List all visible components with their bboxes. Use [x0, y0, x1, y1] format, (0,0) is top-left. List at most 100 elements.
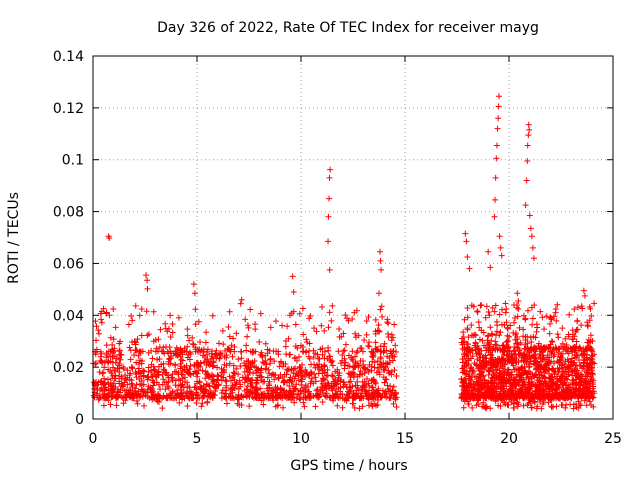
- data-point: [134, 400, 141, 407]
- data-point: [340, 330, 347, 337]
- data-point: [258, 349, 265, 356]
- data-point: [559, 325, 566, 332]
- data-point: [382, 376, 389, 383]
- data-point: [465, 372, 472, 379]
- data-point: [148, 374, 155, 381]
- data-point: [500, 399, 507, 406]
- data-point: [242, 362, 249, 369]
- data-point: [284, 366, 291, 373]
- data-point: [584, 366, 591, 373]
- data-point: [478, 379, 485, 386]
- data-point: [95, 327, 102, 334]
- data-point: [165, 325, 172, 332]
- data-point: [169, 320, 176, 327]
- data-point: [339, 404, 346, 411]
- data-point: [307, 394, 314, 401]
- data-point: [480, 399, 487, 406]
- data-point: [363, 318, 370, 325]
- data-point: [225, 324, 232, 331]
- data-point: [492, 302, 499, 309]
- data-point: [505, 344, 512, 351]
- data-point: [122, 372, 129, 379]
- data-point: [213, 355, 220, 361]
- data-point: [460, 339, 467, 346]
- data-point: [483, 303, 490, 310]
- data-point: [110, 380, 117, 387]
- data-point: [501, 372, 508, 379]
- data-point: [565, 331, 572, 338]
- data-point: [516, 381, 523, 388]
- data-point: [579, 372, 586, 379]
- data-point: [101, 380, 108, 387]
- data-point: [565, 371, 572, 378]
- data-point: [496, 93, 503, 100]
- data-point: [346, 379, 353, 386]
- data-point: [147, 385, 154, 392]
- data-point: [145, 331, 152, 338]
- data-point: [280, 379, 287, 386]
- data-point: [466, 265, 473, 272]
- data-point: [511, 397, 518, 404]
- data-point: [494, 125, 501, 132]
- data-point: [361, 370, 368, 377]
- data-point: [193, 391, 200, 398]
- data-point: [131, 351, 138, 358]
- data-point: [194, 380, 201, 387]
- data-point: [193, 400, 200, 407]
- data-point: [522, 337, 529, 344]
- data-point: [351, 404, 358, 411]
- data-point: [516, 388, 523, 395]
- data-point: [388, 368, 395, 375]
- data-point: [557, 357, 564, 364]
- data-point: [203, 329, 210, 336]
- data-point: [533, 328, 540, 335]
- data-point: [202, 339, 209, 346]
- data-point: [392, 395, 399, 402]
- data-point: [311, 325, 318, 332]
- data-point: [223, 384, 230, 391]
- data-point: [280, 404, 287, 411]
- data-point: [90, 379, 97, 386]
- data-point: [381, 340, 388, 347]
- data-point: [476, 374, 483, 381]
- data-point: [365, 394, 372, 401]
- data-point: [520, 370, 527, 377]
- data-point: [501, 345, 508, 352]
- data-point: [144, 332, 151, 339]
- data-point: [214, 376, 221, 383]
- data-point: [503, 383, 510, 390]
- data-point: [108, 348, 115, 355]
- data-point: [481, 364, 488, 371]
- data-point: [546, 385, 553, 392]
- data-point: [109, 393, 116, 400]
- data-point: [209, 379, 216, 386]
- data-point: [509, 382, 516, 389]
- data-point: [388, 331, 395, 338]
- data-point: [459, 369, 466, 376]
- data-point: [300, 348, 307, 355]
- data-point: [193, 362, 200, 369]
- data-point: [474, 388, 481, 395]
- data-point: [462, 230, 469, 237]
- data-point: [244, 322, 251, 329]
- data-point: [496, 311, 503, 318]
- data-point: [113, 355, 120, 362]
- data-point: [503, 305, 510, 312]
- data-point: [470, 332, 477, 339]
- data-point: [541, 326, 548, 333]
- data-point: [252, 326, 259, 333]
- data-point: [122, 394, 129, 401]
- data-point: [225, 346, 232, 353]
- data-point: [493, 342, 500, 349]
- data-point: [463, 360, 470, 367]
- data-point: [518, 376, 525, 383]
- data-point: [133, 370, 140, 377]
- data-point: [199, 352, 206, 359]
- data-point: [515, 298, 522, 305]
- data-point: [531, 372, 538, 379]
- data-point: [548, 338, 555, 345]
- data-point: [104, 395, 111, 402]
- data-point: [567, 345, 574, 352]
- data-point: [332, 390, 339, 397]
- data-point: [472, 381, 479, 388]
